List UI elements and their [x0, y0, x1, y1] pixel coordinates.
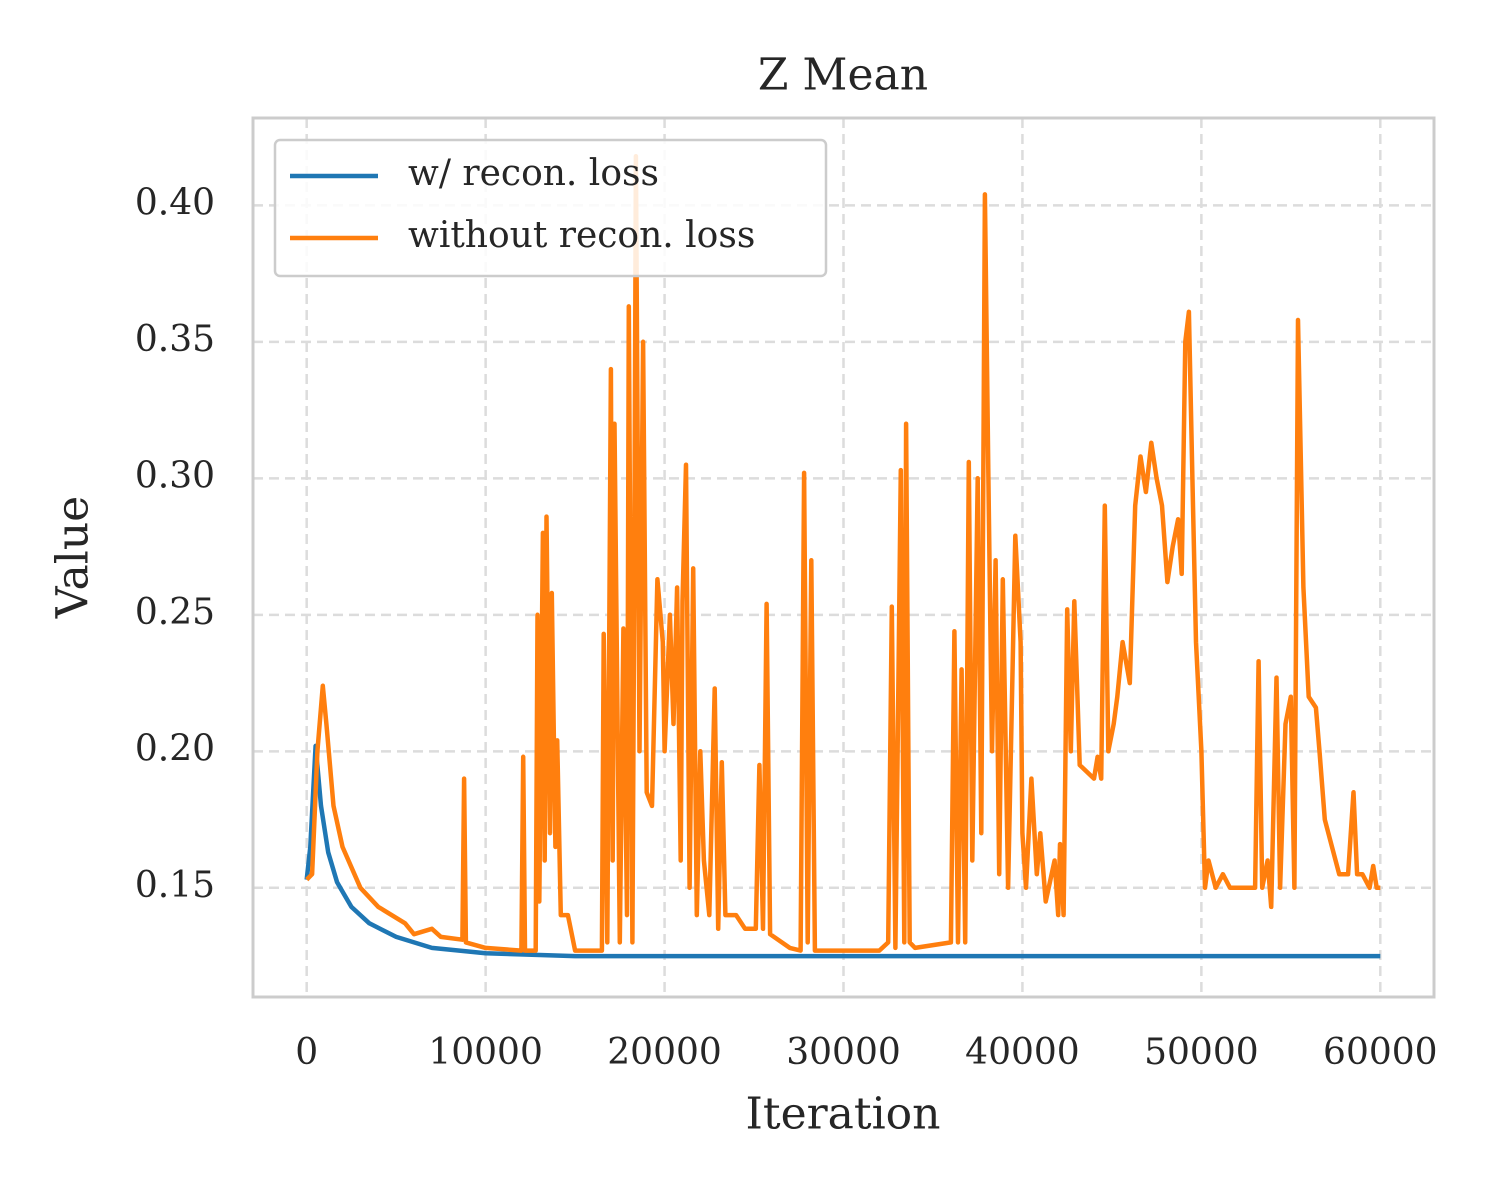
- x-tick-label: 0: [295, 1032, 318, 1073]
- x-tick-label: 60000: [1323, 1032, 1438, 1073]
- y-tick-label: 0.20: [135, 728, 215, 769]
- y-tick-label: 0.40: [135, 182, 215, 223]
- series-line: [305, 153, 1381, 953]
- y-tick-label: 0.35: [135, 319, 215, 360]
- legend-label: without recon. loss: [408, 215, 755, 256]
- y-tick-label: 0.15: [135, 865, 215, 906]
- x-tick-label: 50000: [1144, 1032, 1259, 1073]
- legend-box: [273, 138, 828, 278]
- x-tick-label: 20000: [607, 1032, 722, 1073]
- y-tick-label: 0.25: [135, 592, 215, 633]
- x-tick-label: 30000: [786, 1032, 901, 1073]
- x-axis-label: Iteration: [746, 1089, 941, 1140]
- y-axis-label: Value: [48, 496, 99, 619]
- chart-title: Z Mean: [758, 50, 928, 101]
- plot-frame: [251, 116, 1436, 999]
- y-tick-label: 0.30: [135, 455, 215, 496]
- series-line: [304, 743, 1381, 959]
- legend-label: w/ recon. loss: [408, 153, 659, 194]
- x-tick-label: 10000: [428, 1032, 543, 1073]
- x-tick-label: 40000: [965, 1032, 1080, 1073]
